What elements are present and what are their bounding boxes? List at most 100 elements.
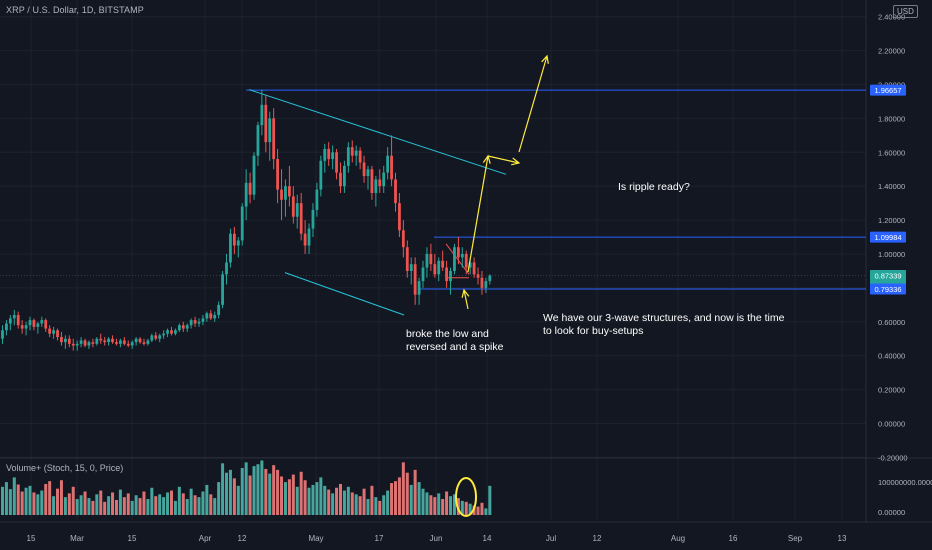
price-tag-bg (870, 283, 906, 295)
channel-upper-line (248, 89, 507, 175)
volume-bar (244, 462, 248, 515)
candle-body (174, 330, 177, 334)
candle-body (350, 147, 354, 156)
volume-bar (79, 495, 83, 515)
candle-body (429, 254, 433, 265)
volume-bar (315, 482, 319, 515)
candle-body (464, 254, 468, 268)
volume-bar (382, 495, 386, 515)
time-axis-tick: 12 (593, 534, 602, 543)
candle-body (111, 338, 114, 343)
candle-body (409, 264, 413, 271)
volume-bar (16, 484, 20, 515)
volume-bar (272, 465, 276, 515)
candle-body (130, 342, 134, 346)
volume-bar (480, 502, 484, 515)
candle-body (307, 228, 311, 246)
candle-body (126, 343, 130, 346)
arrow-up-1 (467, 155, 489, 273)
volume-bar (303, 480, 307, 515)
horizontal-levels (246, 89, 866, 290)
volume-bar (103, 501, 107, 515)
volume-axis-tick: 100000000.00000 (878, 478, 932, 487)
volume-bar (232, 478, 236, 515)
volume-bar (354, 494, 358, 515)
candle-body (236, 240, 240, 246)
candle-body (374, 179, 378, 193)
volume-bar (280, 476, 284, 515)
price-axis-tick: 0.40000 (878, 352, 905, 361)
candle-body (240, 206, 244, 241)
candle-body (75, 343, 79, 346)
candle-body (323, 148, 327, 161)
volume-bar (189, 488, 193, 515)
candle-body (453, 247, 456, 271)
candle-body (476, 274, 480, 278)
volume-bars (1, 460, 492, 517)
volume-bar (429, 495, 433, 515)
candle-body (315, 189, 319, 210)
price-axis-tick: 1.60000 (878, 148, 905, 157)
candle-body (291, 196, 295, 217)
volume-bar (28, 485, 32, 515)
time-axis: 15 Mar 15 Apr 12 May 17 Jun 14 Jul 12 Aug 16 Sep 13 (27, 534, 847, 543)
candle-body (158, 335, 162, 339)
candle-body (197, 321, 201, 324)
volume-bar (166, 492, 170, 515)
volume-bar (283, 482, 287, 515)
channel-lower-line (284, 272, 405, 316)
wedge-upper-line (445, 243, 470, 275)
volume-bar (8, 489, 12, 515)
volume-bar (177, 486, 181, 515)
time-axis-tick: 14 (483, 534, 492, 543)
volume-bar (193, 495, 197, 515)
volume-bar (449, 496, 453, 515)
candle-body (170, 330, 173, 334)
candle-body (229, 233, 232, 263)
candle-body (48, 328, 52, 334)
volume-bar (24, 487, 28, 515)
volume-bar (201, 491, 205, 515)
annotation-spike-note-line2: reversed and a spike (406, 341, 504, 353)
candle-body (398, 203, 401, 231)
volume-bar (264, 468, 268, 515)
candle-body (382, 172, 386, 187)
candle-body (268, 118, 272, 143)
price-tag-label: 1.96657 (874, 86, 901, 95)
volume-bar (460, 500, 464, 515)
candle-body (154, 335, 158, 339)
price-axis-tick: 0.60000 (878, 318, 905, 327)
volume-bar (44, 483, 48, 515)
candle-body (107, 338, 111, 343)
grid (0, 0, 932, 523)
volume-highlight-circle (455, 477, 477, 517)
volume-bar (87, 498, 91, 515)
volume-bar (287, 479, 291, 515)
volume-bar (32, 492, 36, 515)
candle-body (413, 264, 417, 295)
volume-bar (56, 488, 60, 515)
volume-bar (228, 469, 232, 515)
candle-body (142, 342, 146, 344)
price-tag-bg (870, 84, 906, 96)
candle-body (177, 325, 181, 331)
currency-badge[interactable]: USD (893, 5, 918, 18)
symbol-title: XRP / U.S. Dollar, 1D, BITSTAMP (6, 5, 144, 15)
candle-body (339, 172, 342, 187)
volume-bar (346, 486, 350, 515)
volume-bar (59, 480, 63, 515)
candle-body (335, 152, 338, 173)
volume-bar (83, 491, 87, 515)
candle-body (52, 330, 55, 334)
candle-body (44, 320, 48, 329)
volume-bar (413, 469, 417, 515)
volume-bar (452, 494, 456, 515)
volume-bar (154, 496, 158, 515)
candle-body (193, 320, 197, 324)
volume-bar (107, 496, 111, 515)
volume-bar (488, 485, 492, 515)
candle-body (272, 118, 276, 160)
candle-body (32, 320, 36, 327)
volume-bar (323, 485, 327, 515)
